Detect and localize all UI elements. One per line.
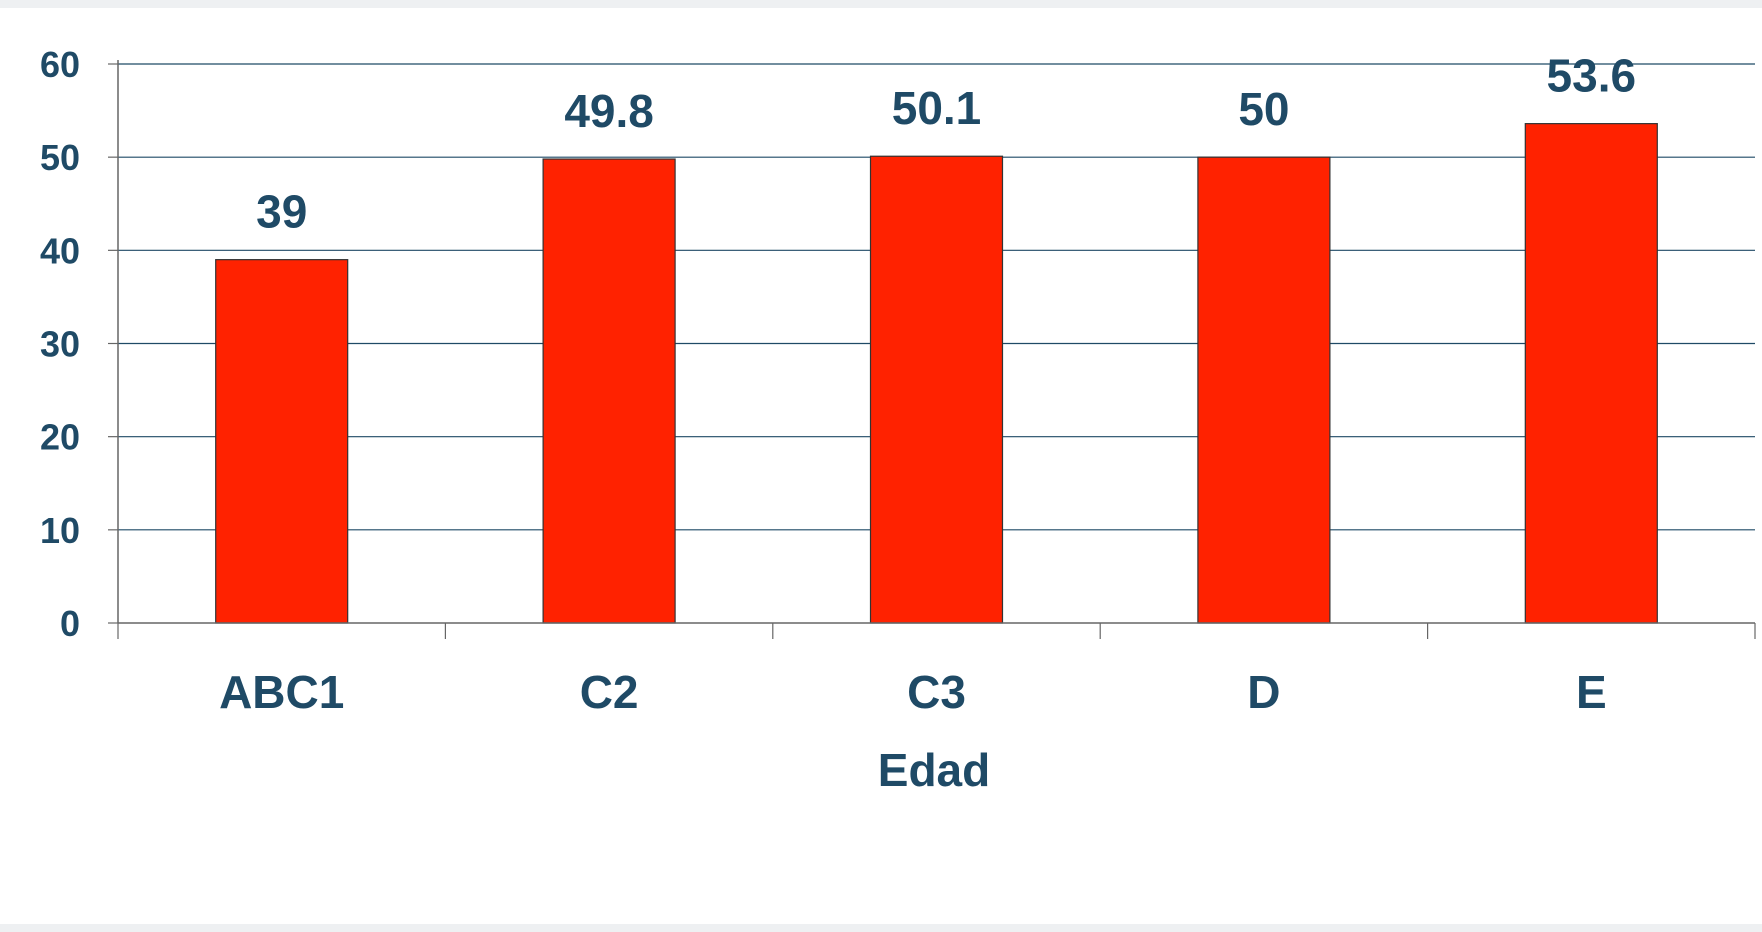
bar-e — [1524, 123, 1658, 624]
y-tick-label: 0 — [60, 603, 80, 644]
bars — [215, 123, 1658, 624]
data-label: 49.8 — [564, 85, 654, 137]
bar-d — [1197, 156, 1331, 624]
y-tick-label: 10 — [40, 510, 80, 551]
y-tick-labels: 0 10 20 30 40 50 60 — [40, 44, 80, 644]
data-label: 50 — [1238, 83, 1289, 135]
data-label: 50.1 — [892, 82, 982, 134]
bar-c2 — [542, 158, 676, 624]
x-axis-title: Edad — [878, 744, 990, 796]
y-tick-label: 30 — [40, 324, 80, 365]
chart-frame: 0 10 20 30 40 50 60 ABC1 C2 C3 D E 39 49.8 50.1 50 53.… — [0, 8, 1762, 924]
axes — [108, 60, 1756, 639]
bar-chart: 0 10 20 30 40 50 60 ABC1 C2 C3 D E 39 49.8 50.1 50 53.… — [40, 44, 1756, 796]
x-tick-label: D — [1247, 666, 1280, 718]
bar-abc1 — [215, 259, 349, 624]
y-tick-label: 40 — [40, 230, 80, 271]
x-tick-label: ABC1 — [219, 666, 344, 718]
data-label: 53.6 — [1547, 50, 1637, 102]
x-tick-label: C3 — [907, 666, 966, 718]
y-tick-label: 60 — [40, 44, 80, 85]
y-tick-label: 50 — [40, 137, 80, 178]
x-tick-label: C2 — [580, 666, 639, 718]
data-labels: 39 49.8 50.1 50 53.6 — [256, 50, 1636, 238]
data-label: 39 — [256, 186, 307, 238]
x-tick-label: E — [1576, 666, 1607, 718]
x-tick-labels: ABC1 C2 C3 D E — [219, 666, 1607, 718]
bar-c3 — [869, 155, 1004, 624]
y-tick-label: 20 — [40, 417, 80, 458]
